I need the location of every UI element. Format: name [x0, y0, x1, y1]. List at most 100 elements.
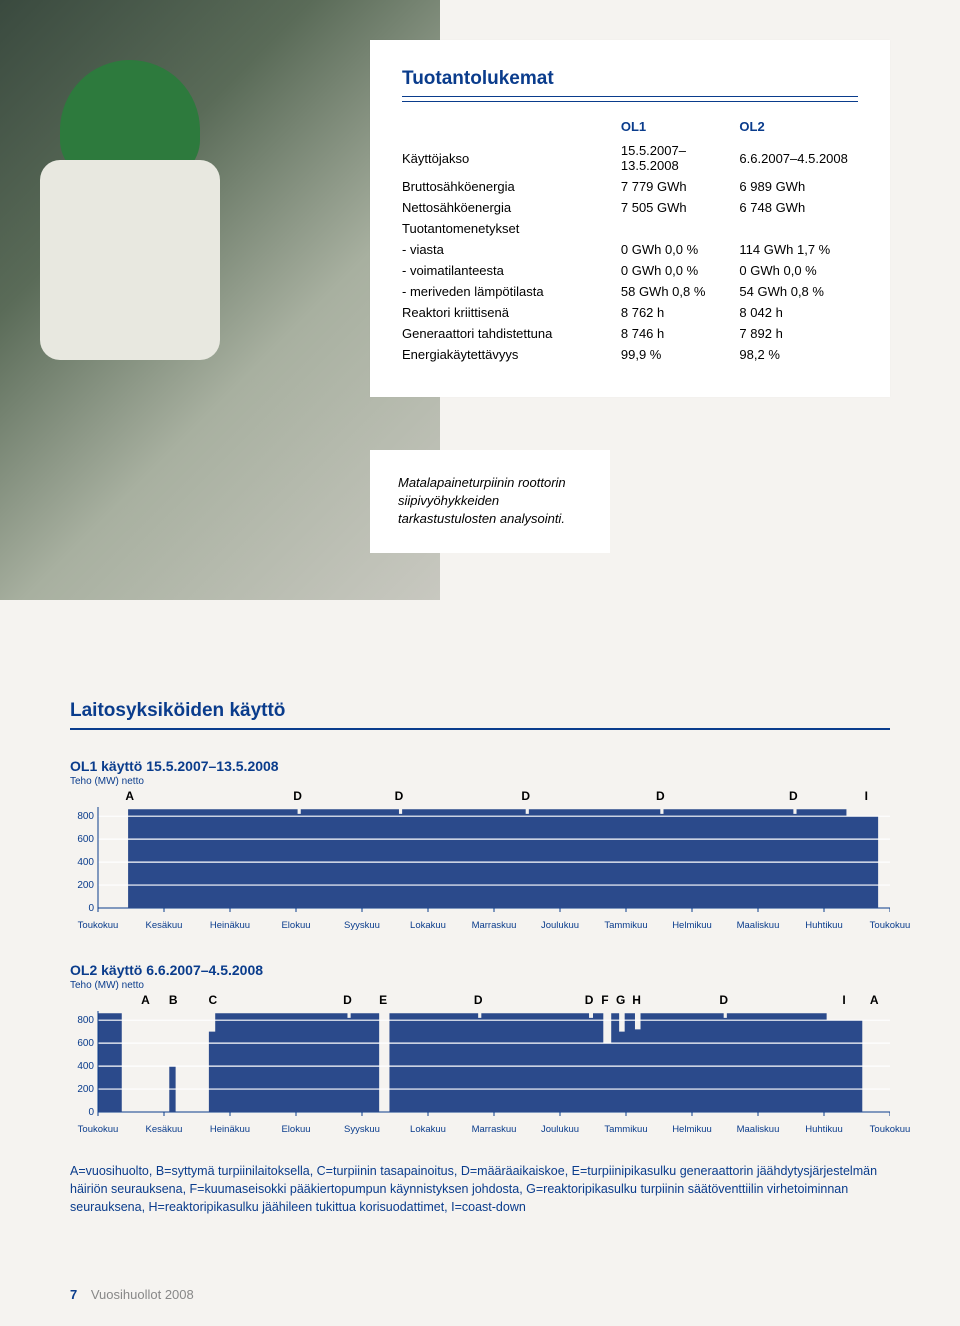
event-label: D: [293, 789, 302, 803]
event-label: A: [141, 993, 150, 1007]
event-label: D: [474, 993, 483, 1007]
month-label: Tammikuu: [604, 1124, 647, 1135]
table-row: Käyttöjakso15.5.2007–13.5.20086.6.2007–4…: [402, 140, 858, 176]
event-label: D: [585, 993, 594, 1007]
month-label: Lokakuu: [410, 1124, 446, 1135]
row-label: Generaattori tahdistettuna: [402, 323, 621, 344]
month-label: Tammikuu: [604, 920, 647, 931]
month-label: Helmikuu: [672, 1124, 712, 1135]
svg-text:600: 600: [77, 1038, 94, 1049]
event-label: H: [632, 993, 641, 1007]
production-table: OL1 OL2 Käyttöjakso15.5.2007–13.5.20086.…: [402, 116, 858, 365]
chart-ol2-months: ToukokuuKesäkuuHeinäkuuElokuuSyyskuuLoka…: [98, 1124, 890, 1138]
chart-ol2-sub: Teho (MW) netto: [70, 980, 890, 991]
month-label: Maaliskuu: [737, 920, 780, 931]
row-value-ol2: 6 989 GWh: [739, 176, 858, 197]
event-label: A: [125, 789, 134, 803]
page-number: 7: [70, 1287, 77, 1302]
row-value-ol2: [739, 218, 858, 239]
month-label: Kesäkuu: [145, 920, 182, 931]
table-row: Reaktori kriittisenä8 762 h8 042 h: [402, 302, 858, 323]
row-value-ol2: 114 GWh 1,7 %: [739, 239, 858, 260]
event-label: D: [395, 789, 404, 803]
section-title: Laitosyksiköiden käyttö: [70, 700, 890, 729]
divider: [70, 729, 890, 730]
row-value-ol1: 0 GWh 0,0 %: [621, 239, 740, 260]
row-label: Energiakäytettävyys: [402, 344, 621, 365]
month-label: Elokuu: [281, 920, 310, 931]
chart-ol1-block: OL1 käyttö 15.5.2007–13.5.2008 Teho (MW)…: [70, 758, 890, 934]
table-row: Energiakäytettävyys99,9 %98,2 %: [402, 344, 858, 365]
svg-text:200: 200: [77, 880, 94, 891]
svg-text:800: 800: [77, 811, 94, 822]
footer-label: Vuosihuollot 2008: [91, 1287, 194, 1302]
month-label: Kesäkuu: [145, 1124, 182, 1135]
svg-text:400: 400: [77, 1061, 94, 1072]
table-row: - meriveden lämpötilasta58 GWh 0,8 %54 G…: [402, 281, 858, 302]
month-label: Toukokuu: [78, 920, 119, 931]
chart-ol1-title: OL1 käyttö 15.5.2007–13.5.2008: [70, 758, 890, 774]
svg-text:600: 600: [77, 834, 94, 845]
table-row: Nettosähköenergia7 505 GWh6 748 GWh: [402, 197, 858, 218]
row-label: Nettosähköenergia: [402, 197, 621, 218]
month-label: Helmikuu: [672, 920, 712, 931]
event-label: I: [842, 993, 845, 1007]
row-label: Bruttosähköenergia: [402, 176, 621, 197]
photo-caption: Matalapaineturpiinin roottorin siipivyöh…: [398, 474, 582, 529]
svg-text:800: 800: [77, 1015, 94, 1026]
photo-caption-card: Matalapaineturpiinin roottorin siipivyöh…: [370, 450, 610, 553]
card-title: Tuotantolukemat: [402, 68, 858, 97]
row-label: Tuotantomenetykset: [402, 218, 621, 239]
row-value-ol1: 58 GWh 0,8 %: [621, 281, 740, 302]
table-row: Bruttosähköenergia7 779 GWh6 989 GWh: [402, 176, 858, 197]
row-value-ol1: 7 505 GWh: [621, 197, 740, 218]
chart-ol2: 0200400600800: [70, 1009, 890, 1124]
month-label: Huhtikuu: [805, 1124, 843, 1135]
event-label: D: [656, 789, 665, 803]
month-label: Toukokuu: [870, 920, 911, 931]
event-label: D: [343, 993, 352, 1007]
table-row: - viasta0 GWh 0,0 %114 GWh 1,7 %: [402, 239, 858, 260]
chart-ol1: 0 200 400 600 800: [70, 805, 890, 920]
row-value-ol2: 0 GWh 0,0 %: [739, 260, 858, 281]
table-row: Tuotantomenetykset: [402, 218, 858, 239]
col-header-ol2: OL2: [739, 116, 858, 140]
divider: [402, 101, 858, 102]
month-label: Joulukuu: [541, 1124, 579, 1135]
row-value-ol2: 8 042 h: [739, 302, 858, 323]
month-label: Elokuu: [281, 1124, 310, 1135]
month-label: Marraskuu: [472, 920, 517, 931]
row-value-ol2: 7 892 h: [739, 323, 858, 344]
month-label: Marraskuu: [472, 1124, 517, 1135]
month-label: Syyskuu: [344, 1124, 380, 1135]
row-value-ol1: 8 746 h: [621, 323, 740, 344]
svg-text:0: 0: [88, 903, 94, 914]
month-label: Huhtikuu: [805, 920, 843, 931]
event-label: E: [379, 993, 387, 1007]
month-label: Joulukuu: [541, 920, 579, 931]
row-label: - meriveden lämpötilasta: [402, 281, 621, 302]
col-header-ol1: OL1: [621, 116, 740, 140]
event-label: A: [870, 993, 879, 1007]
row-value-ol1: 99,9 %: [621, 344, 740, 365]
row-value-ol1: [621, 218, 740, 239]
unit-usage-section: Laitosyksiköiden käyttö OL1 käyttö 15.5.…: [70, 700, 890, 1216]
row-label: Käyttöjakso: [402, 140, 621, 176]
table-row: - voimatilanteesta0 GWh 0,0 %0 GWh 0,0 %: [402, 260, 858, 281]
event-label: D: [789, 789, 798, 803]
chart-ol2-event-labels: ABCDEDDFGHDIA: [98, 993, 890, 1009]
page-footer: 7 Vuosihuollot 2008: [70, 1287, 194, 1302]
chart-ol1-sub: Teho (MW) netto: [70, 776, 890, 787]
month-label: Toukokuu: [870, 1124, 911, 1135]
event-label: D: [719, 993, 728, 1007]
chart-ol1-event-labels: ADDDDDI: [98, 789, 890, 805]
row-label: - voimatilanteesta: [402, 260, 621, 281]
month-label: Toukokuu: [78, 1124, 119, 1135]
row-label: Reaktori kriittisenä: [402, 302, 621, 323]
row-value-ol1: 7 779 GWh: [621, 176, 740, 197]
svg-text:400: 400: [77, 857, 94, 868]
row-value-ol1: 0 GWh 0,0 %: [621, 260, 740, 281]
row-value-ol1: 15.5.2007–13.5.2008: [621, 140, 740, 176]
row-value-ol2: 6 748 GWh: [739, 197, 858, 218]
event-label: I: [865, 789, 868, 803]
